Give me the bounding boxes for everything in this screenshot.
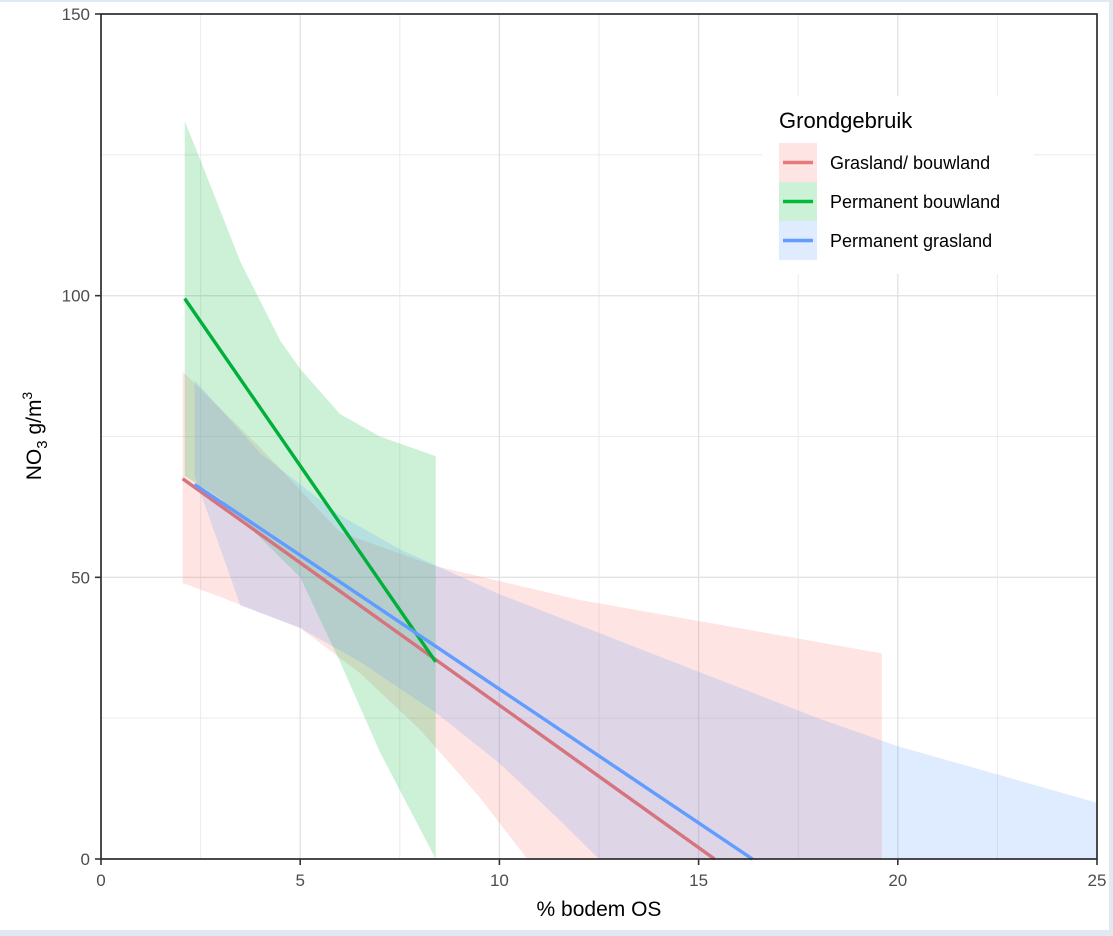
regression-lines xyxy=(181,297,754,861)
regression-line-0 xyxy=(181,477,716,861)
plot-border xyxy=(100,13,1098,860)
axes: 0 5 10 15 20 25 0 50 100 150 xyxy=(62,5,1107,890)
legend-label: Permanent grasland xyxy=(830,231,992,251)
legend-item[interactable]: Permanent bouwland xyxy=(779,182,1000,221)
y-axis-title-subscript: 3 xyxy=(34,440,51,448)
x-tick-label: 10 xyxy=(490,871,509,890)
y-axis-title-main: NO xyxy=(23,449,46,481)
x-tick-label: 15 xyxy=(689,871,708,890)
y-tick-label: 50 xyxy=(71,568,90,587)
confidence-bands xyxy=(182,121,1098,859)
regression-line-2 xyxy=(193,482,754,861)
y-axis-title-superscript: 3 xyxy=(19,392,35,400)
x-tick-label: 20 xyxy=(888,871,907,890)
y-tick-label: 150 xyxy=(62,5,90,24)
legend: Grondgebruik Grasland/ bouwland Permanent… xyxy=(762,96,1034,274)
legend-label: Permanent bouwland xyxy=(830,192,1000,212)
x-tick-label: 5 xyxy=(295,871,304,890)
x-axis-title: % bodem OS xyxy=(537,898,662,921)
legend-item[interactable]: Grasland/ bouwland xyxy=(779,143,990,182)
x-tick-label: 0 xyxy=(96,871,105,890)
legend-title: Grondgebruik xyxy=(779,108,913,133)
legend-item[interactable]: Permanent grasland xyxy=(779,221,992,260)
confidence-band-1 xyxy=(184,121,436,859)
y-tick-label: 100 xyxy=(62,287,90,306)
x-tick-label: 25 xyxy=(1088,871,1107,890)
confidence-band-2 xyxy=(194,380,1098,859)
legend-background xyxy=(762,96,1034,274)
y-axis-title: NO3 g/m3 xyxy=(19,392,51,481)
confidence-band-0 xyxy=(182,371,882,859)
regression-line-1 xyxy=(183,297,438,663)
legend-label: Grasland/ bouwland xyxy=(830,153,990,173)
y-tick-label: 0 xyxy=(81,850,90,869)
y-axis-title-unit: g/m xyxy=(23,400,46,441)
